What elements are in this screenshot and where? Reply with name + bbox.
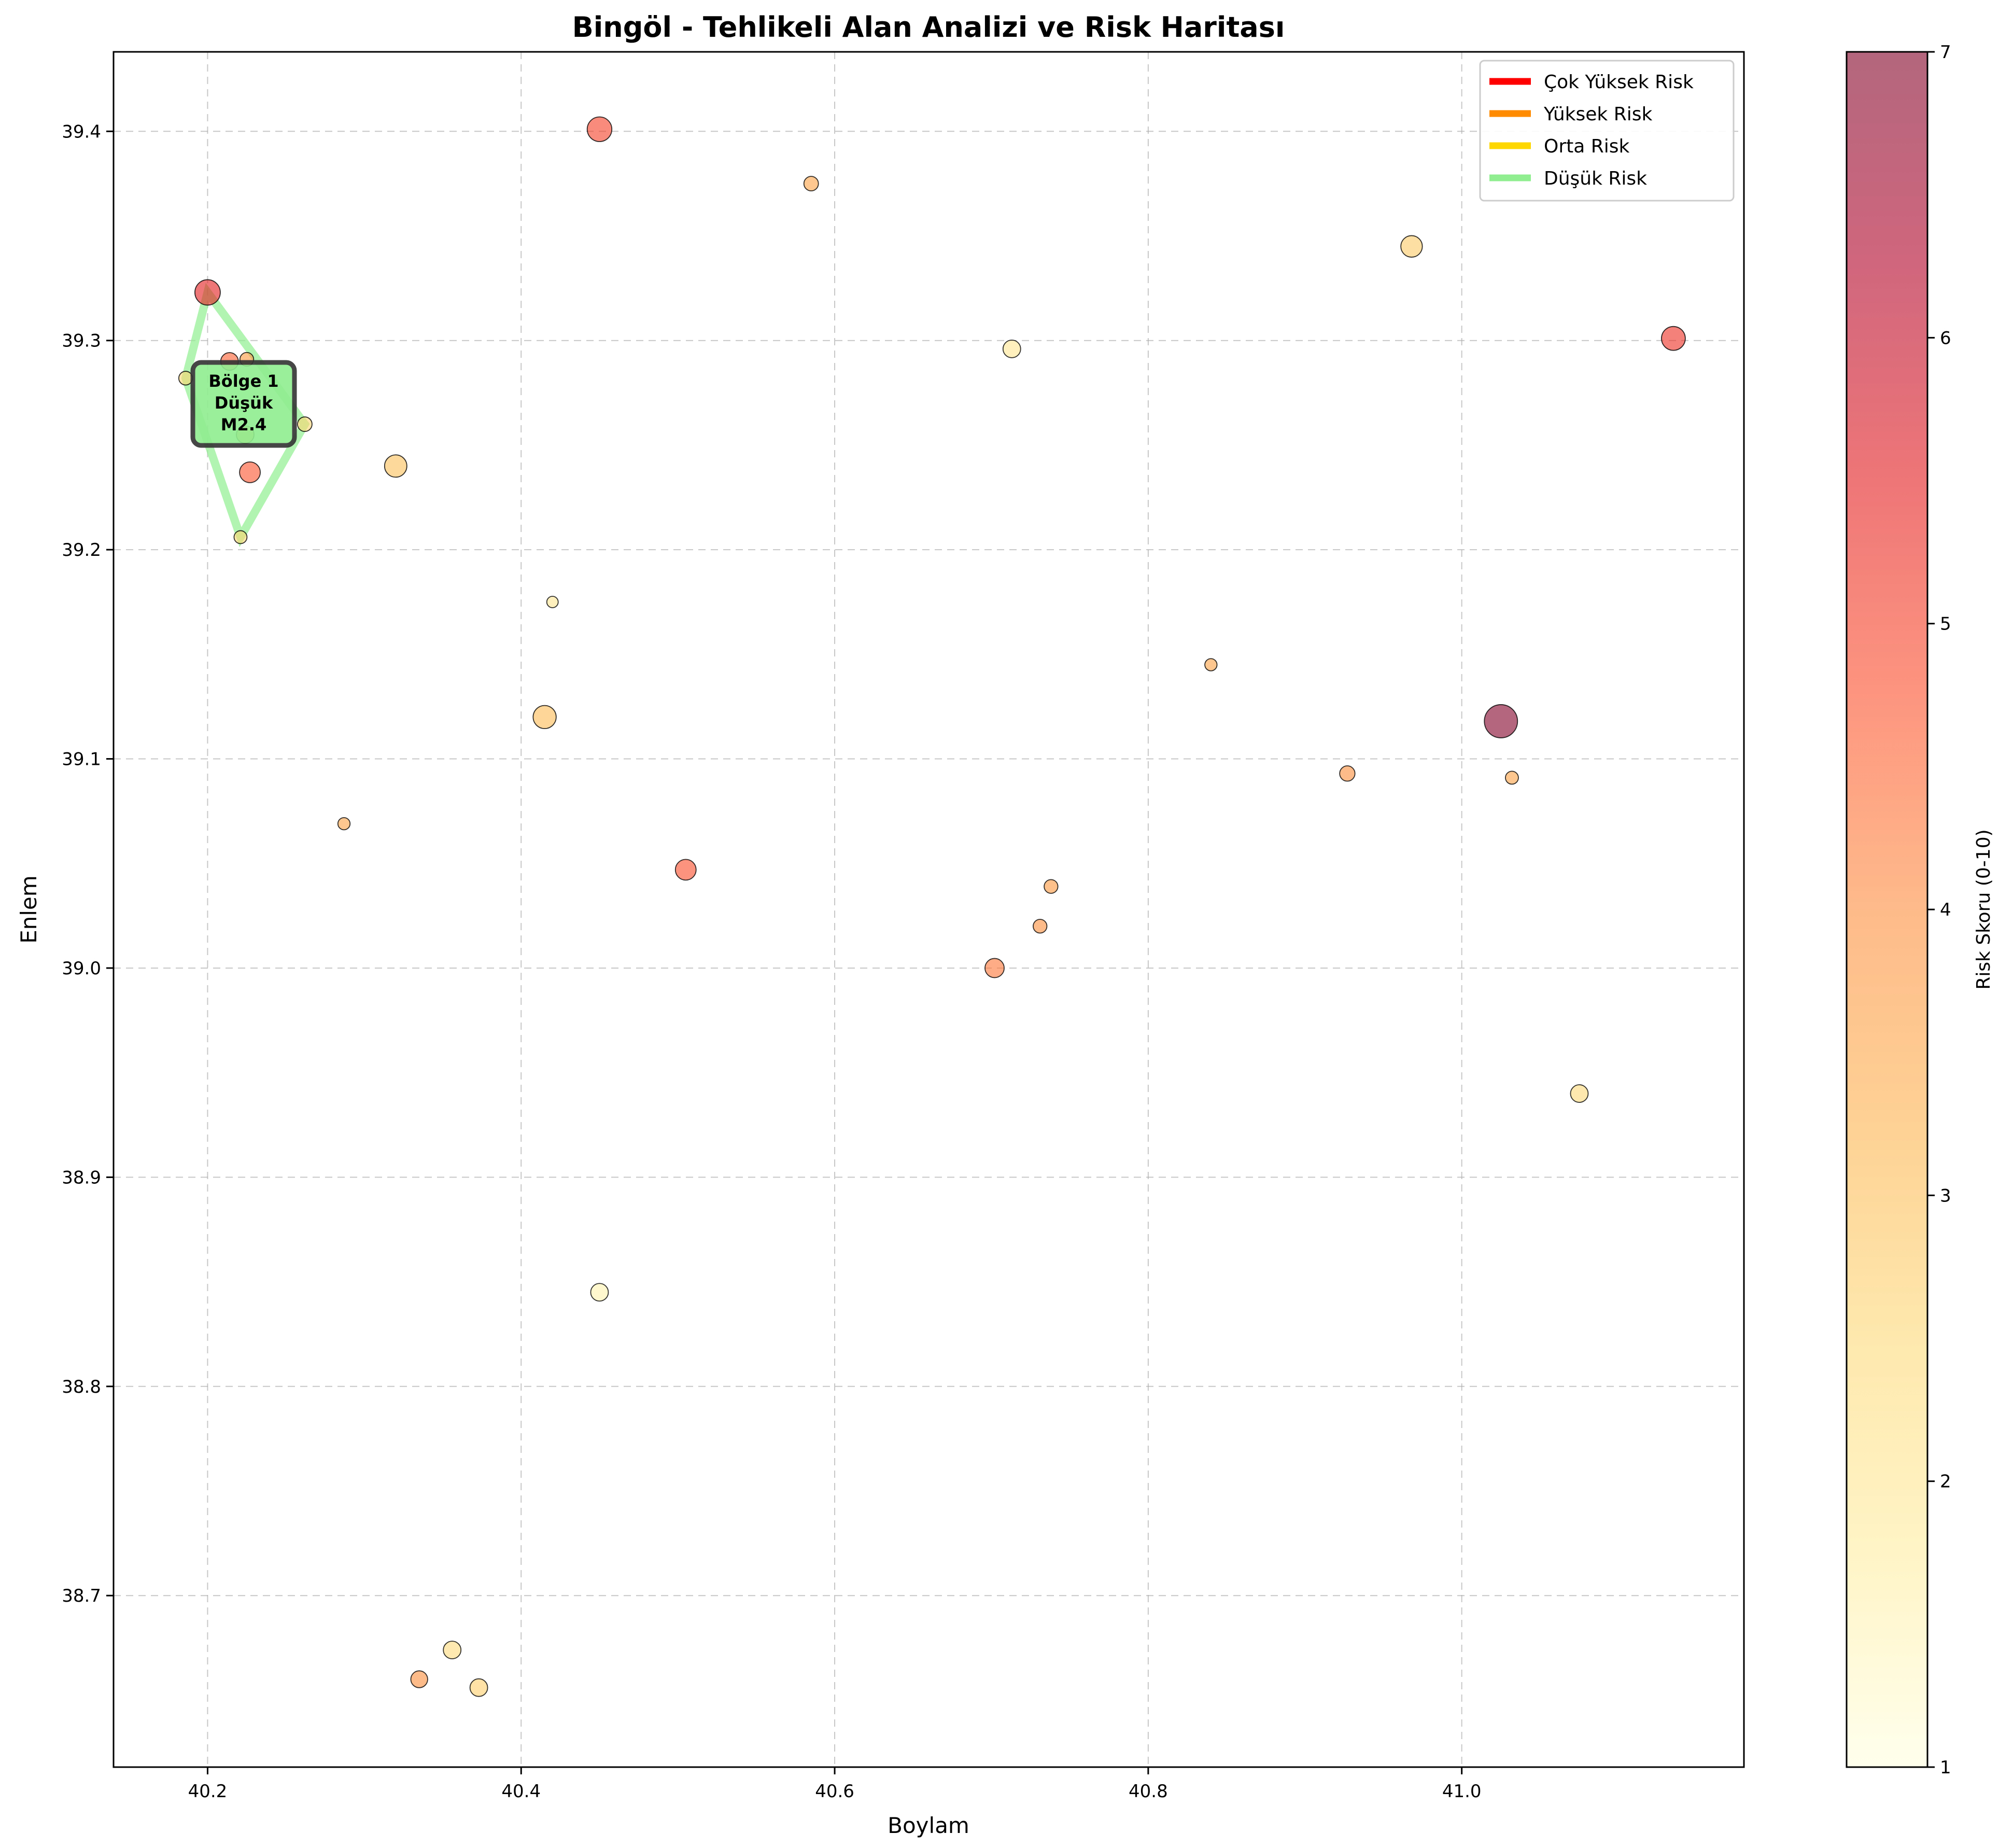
- y-tick-label: 38.7: [62, 1586, 101, 1606]
- x-tick-label: 41.0: [1442, 1781, 1482, 1802]
- y-axis-label: Enlem: [16, 875, 41, 944]
- x-tick-label: 40.8: [1129, 1781, 1168, 1802]
- zone-label-box: Bölge 1 Düşük M2.4: [190, 360, 297, 448]
- earthquake-point: [1044, 879, 1059, 894]
- colorbar-gradient: [1847, 52, 1927, 1767]
- earthquake-point: [239, 461, 261, 483]
- x-tick-label: 40.6: [815, 1781, 854, 1802]
- y-axis: 38.7 38.8 38.9 39.0 39.1 39.2 39.3 39.4: [62, 121, 114, 1606]
- colorbar-tick-label: 1: [1940, 1757, 1951, 1778]
- earthquake-point: [803, 176, 819, 192]
- earthquake-point: [1570, 1084, 1589, 1103]
- colorbar-tick-label: 4: [1940, 900, 1951, 920]
- earthquake-point: [1505, 771, 1519, 785]
- earthquake-point: [178, 371, 193, 386]
- zone-label-line-3: M2.4: [221, 415, 267, 435]
- chart-title: Bingöl - Tehlikeli Alan Analizi ve Risk …: [572, 11, 1285, 44]
- x-tick-label: 40.4: [501, 1781, 541, 1802]
- earthquake-point: [469, 1678, 488, 1697]
- earthquake-point: [532, 705, 557, 730]
- x-axis-label: Boylam: [888, 1813, 969, 1838]
- y-tick-label: 39.2: [62, 540, 101, 561]
- legend-frame: [1479, 60, 1735, 202]
- earthquake-point: [1400, 235, 1423, 258]
- y-tick-label: 39.0: [62, 958, 101, 979]
- colorbar-tick-label: 6: [1940, 328, 1951, 348]
- x-tick-label: 40.2: [188, 1781, 228, 1802]
- legend: Çok Yüksek Risk Yüksek Risk Orta Risk Düşük…: [1479, 60, 1735, 202]
- colorbar-tick-label: 7: [1940, 42, 1951, 63]
- zone-label-line-2: Düşük: [215, 393, 273, 413]
- earthquake-point: [984, 958, 1005, 978]
- earthquake-point: [410, 1670, 428, 1688]
- earthquake-point: [1204, 658, 1218, 671]
- x-axis: 40.2 40.4 40.6 40.8 41.0: [188, 1767, 1482, 1802]
- y-tick-label: 39.3: [62, 331, 101, 352]
- colorbar-tick-label: 2: [1940, 1472, 1951, 1492]
- y-tick-label: 39.1: [62, 749, 101, 770]
- legend-label: Çok Yüksek Risk: [1544, 72, 1694, 93]
- colorbar-tick-label: 5: [1940, 614, 1951, 635]
- y-tick-label: 39.4: [62, 121, 101, 142]
- earthquake-point: [1033, 919, 1048, 934]
- plot-frame: [112, 51, 1745, 1768]
- colorbar-ticks: 1 2 3 4 5 6 7: [1927, 42, 1951, 1778]
- legend-label: Orta Risk: [1544, 136, 1630, 157]
- earthquake-point: [546, 596, 559, 608]
- earthquake-point: [384, 454, 407, 478]
- colorbar: 1 2 3 4 5 6 7 Risk Skoru (0-10): [1846, 42, 1994, 1778]
- colorbar-label: Risk Skoru (0-10): [1973, 829, 1994, 989]
- earthquake-point: [1002, 339, 1021, 358]
- zone-label-line-1: Bölge 1: [208, 371, 278, 391]
- y-tick-label: 38.9: [62, 1167, 101, 1188]
- earthquake-point: [1339, 765, 1356, 782]
- earthquake-point: [1661, 326, 1686, 351]
- grid-lines: [114, 52, 1744, 1767]
- colorbar-tick-label: 3: [1940, 1185, 1951, 1206]
- earthquake-point: [590, 1283, 609, 1302]
- earthquake-point: [297, 416, 313, 432]
- legend-label: Yüksek Risk: [1543, 104, 1652, 125]
- earthquake-point: [586, 116, 613, 142]
- legend-label: Düşük Risk: [1544, 168, 1647, 189]
- earthquake-point: [1484, 704, 1518, 738]
- y-tick-label: 38.8: [62, 1377, 101, 1397]
- earthquake-points: [178, 116, 1686, 1697]
- earthquake-point: [674, 859, 697, 881]
- earthquake-point: [337, 817, 351, 831]
- earthquake-point: [194, 279, 221, 306]
- earthquake-point: [443, 1641, 462, 1659]
- earthquake-point: [233, 530, 248, 544]
